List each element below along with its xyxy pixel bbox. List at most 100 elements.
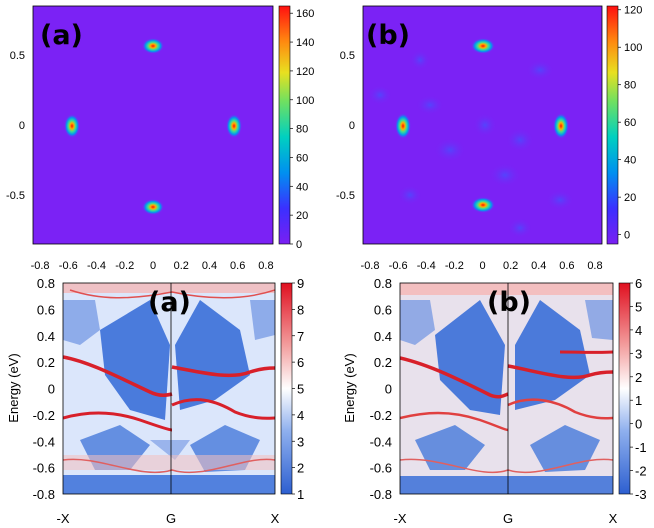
band-panel-b: (b) Energy (eV) 0.8 0.6 0.4 0.2 0 -0.2 -0.4 -0.…	[342, 276, 647, 526]
colorbar-tick-label: 8	[297, 302, 304, 317]
x-tick-label: -0.6	[389, 260, 408, 272]
colorbar-tick-label: 120	[296, 66, 314, 78]
colorbar-tick-label: 5	[297, 382, 304, 397]
map-b-panel-label: (b)	[366, 20, 410, 51]
colorbar-tick-label: 4	[297, 408, 304, 423]
map-panel-a: (a) -0.8 -0.6 -0.4 -0.2 0 0.2 0.4 0.6 0.8 0.50-0…	[6, 5, 314, 272]
y-tick-label: 0.8	[37, 276, 55, 291]
map-a-hotspot-bottom	[142, 199, 164, 215]
map-b-weak-features	[368, 50, 574, 238]
x-tick-label: 0.6	[230, 260, 245, 272]
band-a-ylabel: Energy (eV)	[6, 353, 21, 422]
x-tick-label: -X	[394, 511, 407, 526]
map-a-hotspot-top	[142, 38, 164, 54]
colorbar-tick-label: 20	[296, 210, 308, 222]
band-a-y-ticks: 0.8 0.6 0.4 0.2 0 -0.2 -0.4 -0.6 -0.8	[33, 276, 55, 502]
band-a-x-ticks: -X G X	[57, 511, 280, 526]
band-a-colorbar	[280, 282, 293, 495]
x-tick-label: 0	[479, 260, 485, 272]
x-tick-label: 0.8	[587, 260, 602, 272]
x-tick-label: X	[271, 511, 280, 526]
colorbar-tick-label: 3	[297, 434, 304, 449]
colorbar-tick-label: -2	[635, 464, 647, 479]
colorbar-tick-label: 40	[624, 155, 636, 167]
colorbar-tick-label: 0	[635, 417, 642, 432]
band-a-frame	[62, 282, 276, 495]
y-tick-label: -0.5	[6, 190, 25, 202]
y-tick-label: -0.2	[370, 408, 392, 423]
x-tick-label: G	[503, 511, 513, 526]
band-b-x-ticks: -X G X	[394, 511, 618, 526]
colorbar-tick-label: 9	[297, 276, 304, 291]
x-tick-label: 0.8	[258, 260, 273, 272]
y-tick-label: -0.8	[370, 487, 392, 502]
band-b-frame	[399, 282, 614, 495]
x-tick-label: -0.2	[445, 260, 464, 272]
map-a-panel-label: (a)	[40, 20, 83, 51]
band-a-panel-label: (a)	[148, 287, 191, 318]
x-tick-label: X	[609, 511, 618, 526]
y-tick-label: -0.8	[33, 487, 55, 502]
y-tick-label: -0.6	[33, 461, 55, 476]
map-panel-b: (b) -0.8 -0.6 -0.4 -0.2 0 0.2 0.4 0.6 0.8 0.50-0…	[336, 5, 642, 272]
y-tick-label: 0	[385, 382, 392, 397]
x-tick-label: 0.4	[531, 260, 546, 272]
band-a-colorbar-ticks: 9 8 7 6 5 4 3 2 1	[292, 276, 304, 502]
y-tick-label: 0	[349, 120, 355, 132]
y-tick-label: 0.4	[374, 329, 392, 344]
colorbar-tick-label: 2	[297, 461, 304, 476]
colorbar-tick-label: 160	[296, 8, 314, 20]
map-a-hotspot-right	[226, 114, 242, 138]
colorbar-tick-label: 6	[297, 355, 304, 370]
map-b-hotspot-left	[395, 113, 411, 139]
band-b-panel-label: (b)	[487, 287, 531, 318]
band-b-spectral-features	[400, 283, 613, 494]
colorbar-tick-label: 2	[635, 370, 642, 385]
map-b-hotspot-top	[471, 38, 495, 54]
x-tick-label: 0.4	[202, 260, 217, 272]
map-b-hotspot-bottom	[471, 197, 495, 213]
map-b-colorbar	[606, 5, 619, 245]
y-tick-label: 0.5	[340, 50, 355, 62]
colorbar-tick-label: 4	[635, 323, 642, 338]
colorbar-tick-label: 40	[296, 181, 308, 193]
colorbar-tick-label: 1	[635, 393, 642, 408]
x-tick-label: -0.4	[417, 260, 436, 272]
colorbar-tick-label: 6	[635, 276, 642, 291]
x-tick-label: -0.6	[59, 260, 78, 272]
y-tick-label: -0.6	[370, 461, 392, 476]
y-tick-label: -0.4	[370, 434, 392, 449]
colorbar-tick-label: 60	[296, 152, 308, 164]
map-a-hotspot-left	[64, 114, 80, 138]
y-tick-label: 0.8	[374, 276, 392, 291]
y-tick-label: 0.4	[37, 329, 55, 344]
colorbar-tick-label: 0	[624, 230, 630, 242]
x-tick-label: -X	[57, 511, 70, 526]
band-b-colorbar	[618, 282, 631, 495]
band-b-ylabel: Energy (eV)	[342, 353, 357, 422]
band-a-spectral-features	[63, 283, 275, 494]
map-a-x-ticks: -0.8 -0.6 -0.4 -0.2 0 0.2 0.4 0.6 0.8	[31, 260, 274, 272]
colorbar-tick-label: 3	[635, 346, 642, 361]
map-b-x-ticks: -0.8 -0.6 -0.4 -0.2 0 0.2 0.4 0.6 0.8	[361, 260, 603, 272]
colorbar-tick-label: 140	[296, 37, 314, 49]
y-tick-label: 0	[19, 120, 25, 132]
colorbar-tick-label: 80	[624, 80, 636, 92]
x-tick-label: -0.2	[115, 260, 134, 272]
y-tick-label: 0.6	[37, 302, 55, 317]
y-tick-label: 0.2	[374, 355, 392, 370]
x-tick-label: 0.2	[174, 260, 189, 272]
colorbar-tick-label: 0	[296, 239, 302, 251]
colorbar-tick-label: 5	[635, 299, 642, 314]
x-tick-label: G	[166, 511, 176, 526]
map-a-y-ticks: 0.5 0 -0.5	[6, 50, 25, 202]
colorbar-tick-label: -3	[635, 487, 647, 502]
band-b-colorbar-ticks: 6 5 4 3 2 1 0 -1 -2 -3	[630, 276, 647, 502]
map-a-colorbar-ticks: 160 140 120 100 80 60 40 20 0	[290, 8, 314, 251]
x-tick-label: -0.8	[31, 260, 50, 272]
band-panel-a: (a) Energy (eV) 0.8 0.6 0.4 0.2 0 -0.2 -0.4 -0.…	[6, 276, 304, 526]
map-b-colorbar-ticks: 120 100 80 60 40 20 0	[618, 5, 642, 242]
colorbar-tick-label: 1	[297, 487, 304, 502]
y-tick-label: -0.2	[33, 408, 55, 423]
